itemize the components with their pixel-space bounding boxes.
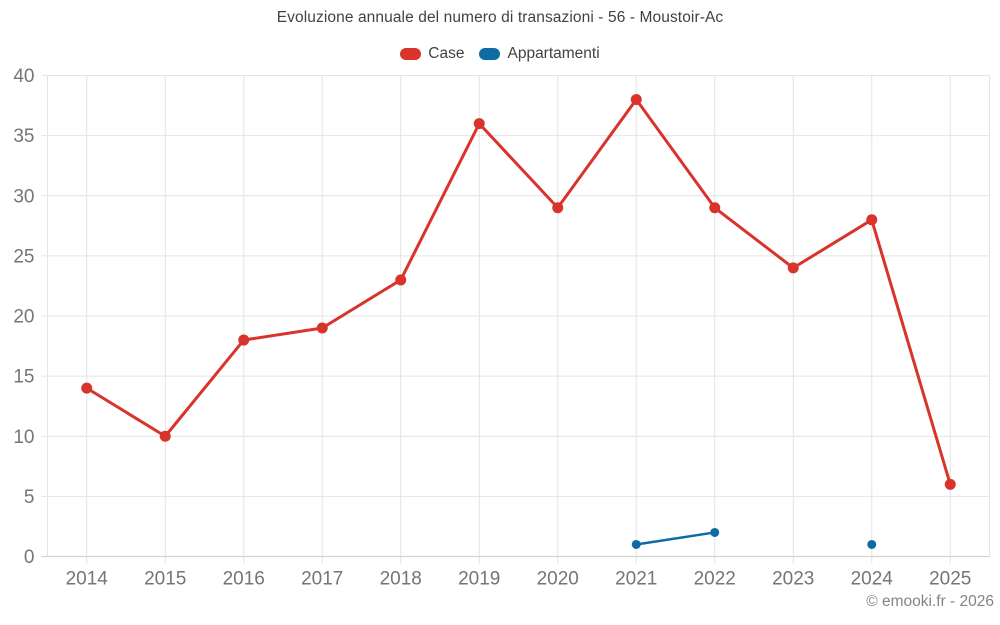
x-tick-label: 2025 xyxy=(929,569,971,590)
point-case-2024[interactable] xyxy=(866,214,878,226)
point-case-2014[interactable] xyxy=(81,382,93,394)
point-case-2020[interactable] xyxy=(552,202,564,214)
chart-legend: Case Appartamenti xyxy=(0,45,1000,63)
point-case-2015[interactable] xyxy=(159,430,171,442)
x-tick-label: 2014 xyxy=(66,569,109,590)
series-line-appartamenti xyxy=(635,531,716,546)
point-appartamenti-2024[interactable] xyxy=(867,539,877,549)
x-tick-label: 2021 xyxy=(615,569,657,590)
y-tick-label: 20 xyxy=(13,307,34,328)
x-tick-label: 2020 xyxy=(537,569,579,590)
x-tick-label: 2015 xyxy=(144,569,186,590)
y-tick-label: 30 xyxy=(13,186,34,207)
y-tick-label: 15 xyxy=(13,367,34,388)
point-case-2023[interactable] xyxy=(787,262,799,274)
copyright-text: © emooki.fr - 2026 xyxy=(866,593,994,610)
x-tick-label: 2023 xyxy=(772,569,814,590)
point-case-2019[interactable] xyxy=(473,118,485,130)
point-case-2025[interactable] xyxy=(944,478,956,490)
point-appartamenti-2021[interactable] xyxy=(631,539,641,549)
x-tick-label: 2016 xyxy=(223,569,265,590)
y-tick-label: 25 xyxy=(13,246,34,267)
x-tick-label: 2022 xyxy=(694,569,736,590)
point-case-2016[interactable] xyxy=(238,334,250,346)
appartamenti-series-swatch-icon xyxy=(479,48,501,60)
legend-label-appartamenti: Appartamenti xyxy=(507,45,600,62)
legend-item-case[interactable]: Case xyxy=(400,45,464,63)
x-tick-label: 2019 xyxy=(458,569,500,590)
point-case-2021[interactable] xyxy=(630,94,642,106)
y-tick-label: 35 xyxy=(13,126,34,147)
point-case-2017[interactable] xyxy=(316,322,328,334)
page-title: Evoluzione annuale del numero di transaz… xyxy=(276,9,724,26)
point-case-2018[interactable] xyxy=(395,274,407,286)
legend-label-case: Case xyxy=(428,45,465,62)
y-tick-label: 5 xyxy=(24,487,35,508)
series-line-case xyxy=(85,98,952,486)
legend-item-appartamenti[interactable]: Appartamenti xyxy=(479,45,600,63)
case-series-swatch-icon xyxy=(400,48,422,60)
y-tick-label: 10 xyxy=(13,427,34,448)
x-tick-label: 2017 xyxy=(301,569,343,590)
y-tick-label: 40 xyxy=(13,66,34,87)
x-tick-label: 2018 xyxy=(380,569,422,590)
point-appartamenti-2022[interactable] xyxy=(710,527,720,537)
point-case-2022[interactable] xyxy=(709,202,721,214)
y-tick-label: 0 xyxy=(24,547,35,568)
x-tick-label: 2024 xyxy=(851,569,894,590)
